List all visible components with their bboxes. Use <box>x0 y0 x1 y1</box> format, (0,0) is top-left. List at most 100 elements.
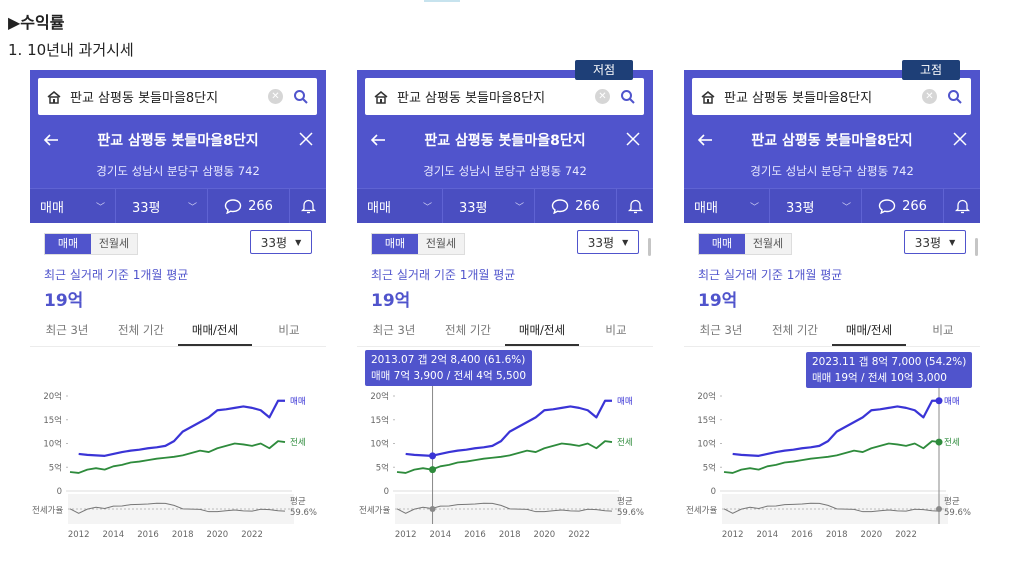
search-bar[interactable]: 판교 삼평동 봇들마을8단지 ✕ <box>692 78 971 115</box>
chevron-down-icon: ﹀ <box>422 202 432 213</box>
chart-tooltip: 2023.11 갭 8억 7,000 (54.2%) 매매 19억 / 전세 10… <box>806 352 973 388</box>
chart-tooltip: 2013.07 갭 2억 8,400 (61.6%) 매매 7억 3,900 / … <box>365 350 533 386</box>
toggle-trade[interactable]: 매매 <box>45 234 91 254</box>
comment-button[interactable]: 266 <box>535 189 617 223</box>
rent-point-marker <box>935 438 943 446</box>
search-icon[interactable] <box>293 89 309 105</box>
x-tick-label: 2018 <box>826 530 848 540</box>
search-input[interactable]: 판교 삼평동 봇들마을8단지 <box>724 91 873 106</box>
trade-type-dropdown[interactable]: 매매 ﹀ <box>357 189 443 223</box>
x-tick-label: 2020 <box>207 530 229 540</box>
y-tick-label: 20억 <box>370 391 389 402</box>
chat-bubble-icon <box>551 199 569 214</box>
recent-trade-label: 최근 실거래 기준 1개월 평균 <box>44 268 189 282</box>
scrollbar-thumb[interactable] <box>975 238 978 256</box>
tab-recent-3y[interactable]: 최근 3년 <box>45 323 89 337</box>
search-bar[interactable]: 판교 삼평동 봇들마을8단지 ✕ <box>38 78 317 115</box>
tab-trade-rent[interactable]: 매매/전세 <box>505 317 579 346</box>
toggle-rent[interactable]: 전월세 <box>745 234 791 254</box>
clear-icon[interactable]: ✕ <box>922 89 937 104</box>
tab-compare[interactable]: 비교 <box>605 323 627 337</box>
notification-button[interactable] <box>944 189 980 223</box>
notification-button[interactable] <box>617 189 653 223</box>
comment-count: 266 <box>248 198 273 214</box>
top-accent-bar <box>424 0 460 2</box>
chart-period-tabs: 최근 3년 전체 기간 매매/전세 비교 <box>357 317 653 347</box>
size-select[interactable]: 33평 ▼ <box>250 230 312 254</box>
search-bar[interactable]: 판교 삼평동 봇들마을8단지 ✕ <box>365 78 644 115</box>
chevron-down-icon: ﹀ <box>841 202 851 213</box>
size-select[interactable]: 33평 ▼ <box>904 230 966 254</box>
tab-compare[interactable]: 비교 <box>278 323 300 337</box>
back-arrow-icon[interactable] <box>370 133 386 147</box>
size-dropdown[interactable]: 33평 ﹀ <box>443 189 535 223</box>
close-icon[interactable] <box>626 132 640 146</box>
back-arrow-icon[interactable] <box>43 133 59 147</box>
tab-recent-3y[interactable]: 최근 3년 <box>372 323 416 337</box>
tab-all-period[interactable]: 전체 기간 <box>118 323 164 337</box>
caret-down-icon: ▼ <box>295 237 302 247</box>
y-tick-label: 5억 <box>376 462 389 473</box>
clear-icon[interactable]: ✕ <box>268 89 283 104</box>
tab-trade-rent[interactable]: 매매/전세 <box>832 317 906 346</box>
search-icon[interactable] <box>947 89 963 105</box>
notification-button[interactable] <box>290 189 326 223</box>
tab-trade-rent[interactable]: 매매/전세 <box>178 317 252 346</box>
gap-ratio-line <box>69 502 286 514</box>
gap-point-marker <box>429 506 436 512</box>
size-select[interactable]: 33평 ▼ <box>577 230 639 254</box>
search-icon[interactable] <box>620 89 636 105</box>
filter-bar: 매매 ﹀ 33평 ﹀ 266 <box>30 188 326 223</box>
bell-icon <box>300 199 316 214</box>
y-tick-label: 15억 <box>370 415 389 426</box>
price-chart: 0 5억 10억 15억 20억 매매 전세 전세가율 평균 59.6% 2012 2014 2016 2… <box>30 354 326 554</box>
close-icon[interactable] <box>953 132 967 146</box>
size-dropdown[interactable]: 33평 ﹀ <box>116 189 208 223</box>
comment-button[interactable]: 266 <box>862 189 944 223</box>
rent-price-line <box>723 440 940 474</box>
x-tick-label: 2012 <box>395 530 417 540</box>
x-tick-label: 2018 <box>172 530 194 540</box>
x-tick-label: 2016 <box>791 530 813 540</box>
property-address: 경기도 성남시 분당구 삼평동 742 <box>750 164 914 178</box>
x-tick-label: 2022 <box>895 530 917 540</box>
toggle-rent[interactable]: 전월세 <box>91 234 137 254</box>
trade-type-dropdown[interactable]: 매매 ﹀ <box>30 189 116 223</box>
tab-compare[interactable]: 비교 <box>932 323 954 337</box>
caret-down-icon: ▼ <box>949 237 956 247</box>
chevron-down-icon: ﹀ <box>187 202 197 213</box>
close-icon[interactable] <box>299 132 313 146</box>
point-tag: 저점 <box>575 60 633 80</box>
size-label: 33평 <box>132 200 161 216</box>
recent-trade-label: 최근 실거래 기준 1개월 평균 <box>698 268 843 282</box>
tab-all-period[interactable]: 전체 기간 <box>445 323 491 337</box>
size-dropdown[interactable]: 33평 ﹀ <box>770 189 862 223</box>
back-arrow-icon[interactable] <box>697 133 713 147</box>
toggle-trade[interactable]: 매매 <box>699 234 745 254</box>
trade-type-dropdown[interactable]: 매매 ﹀ <box>684 189 770 223</box>
gap-average-value: 59.6% <box>290 508 317 518</box>
property-title: 판교 삼평동 봇들마을8단지 <box>751 133 913 149</box>
average-price: 19억 <box>371 291 411 311</box>
property-header: 판교 삼평동 봇들마을8단지 ✕ 판교 삼평동 봇들마을8단지 경기도 성남시 … <box>30 70 326 223</box>
property-address: 경기도 성남시 분당구 삼평동 742 <box>96 164 260 178</box>
scrollbar-thumb[interactable] <box>648 238 651 256</box>
sale-point-marker <box>429 452 437 460</box>
property-address: 경기도 성남시 분당구 삼평동 742 <box>423 164 587 178</box>
tab-all-period[interactable]: 전체 기간 <box>772 323 818 337</box>
y-tick-label: 10억 <box>370 439 389 450</box>
sale-series-label: 매매 <box>944 397 960 407</box>
y-tick-label: 5억 <box>49 462 62 473</box>
gap-average-value: 59.6% <box>617 508 644 518</box>
comment-button[interactable]: 266 <box>208 189 290 223</box>
tab-recent-3y[interactable]: 최근 3년 <box>699 323 743 337</box>
comment-count: 266 <box>575 198 600 214</box>
search-input[interactable]: 판교 삼평동 봇들마을8단지 <box>70 91 219 106</box>
property-header: 판교 삼평동 봇들마을8단지 ✕ 판교 삼평동 봇들마을8단지 경기도 성남시 … <box>357 70 653 223</box>
clear-icon[interactable]: ✕ <box>595 89 610 104</box>
toggle-rent[interactable]: 전월세 <box>418 234 464 254</box>
sale-series-label: 매매 <box>617 397 633 407</box>
toggle-trade[interactable]: 매매 <box>372 234 418 254</box>
search-input[interactable]: 판교 삼평동 봇들마을8단지 <box>397 91 546 106</box>
